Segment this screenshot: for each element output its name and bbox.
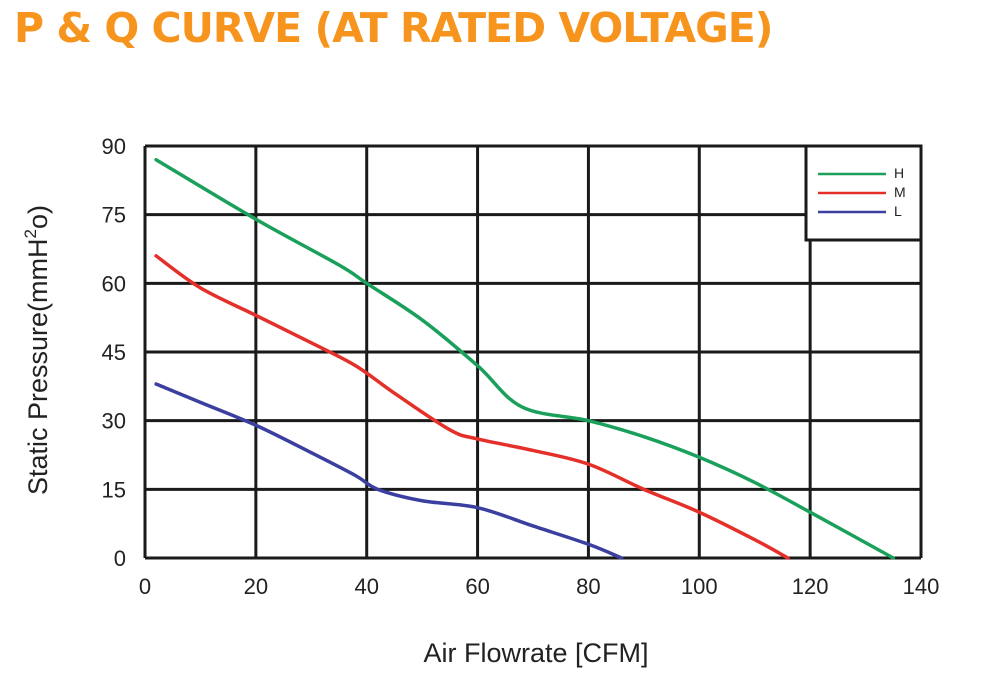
x-tick-label: 80	[576, 574, 600, 599]
y-tick-label: 15	[102, 477, 126, 502]
legend-label-H: H	[894, 165, 904, 181]
y-axis-title: Static Pressure(mmH2o)	[21, 205, 53, 495]
y-ticks: 0 15 30 45 60 75 90	[102, 134, 126, 571]
legend-label-L: L	[894, 203, 902, 219]
x-tick-label: 120	[792, 574, 829, 599]
y-tick-label: 75	[102, 203, 126, 228]
y-tick-label: 60	[102, 271, 126, 296]
series-line-M	[154, 254, 790, 560]
legend: HML	[804, 144, 923, 242]
chart-title: P & Q CURVE (AT RATED VOLTAGE)	[14, 4, 773, 52]
curves	[154, 157, 896, 560]
x-tick-label: 100	[681, 574, 718, 599]
y-tick-label: 0	[114, 546, 126, 571]
y-tick-label: 30	[102, 409, 126, 434]
x-axis-title: Air Flowrate [CFM]	[423, 638, 648, 668]
legend-label-M: M	[894, 184, 906, 200]
x-tick-label: 20	[244, 574, 268, 599]
y-tick-label: 45	[102, 340, 126, 365]
y-tick-label: 90	[102, 134, 126, 159]
x-tick-label: 0	[139, 574, 151, 599]
series-line-L	[154, 382, 624, 560]
series-line-H	[154, 157, 896, 560]
x-tick-label: 40	[354, 574, 378, 599]
x-tick-label: 140	[903, 574, 940, 599]
x-tick-label: 60	[465, 574, 489, 599]
x-ticks: 0 20 40 60 80 100 120 140	[139, 574, 939, 599]
